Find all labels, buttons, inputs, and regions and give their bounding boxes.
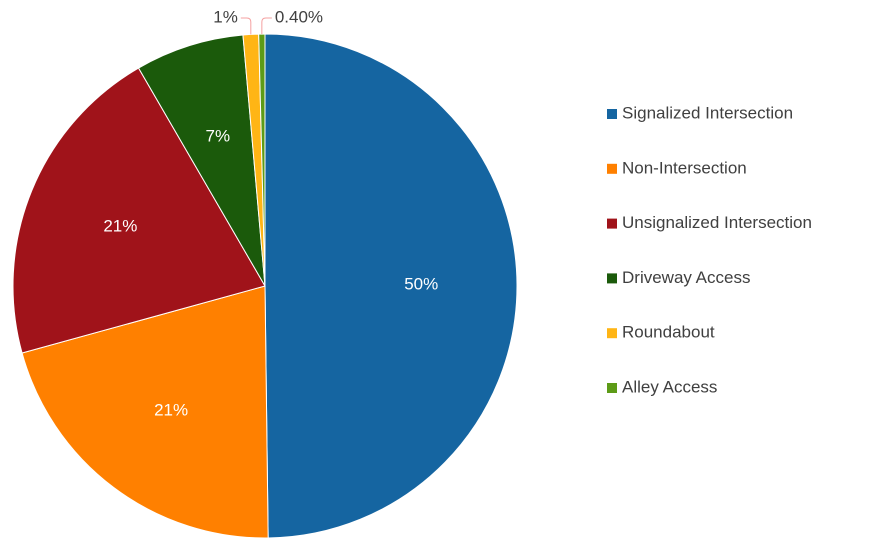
pie-slice	[12, 67, 266, 354]
legend-label: Roundabout	[622, 323, 715, 342]
legend-label: Signalized Intersection	[622, 103, 793, 122]
data-label: 0.40%	[275, 7, 323, 26]
data-label: 21%	[154, 400, 188, 419]
data-label: 7%	[206, 127, 231, 146]
legend-swatch	[607, 328, 617, 339]
legend-label: Non-Intersection	[622, 158, 747, 177]
data-label: 50%	[404, 275, 438, 294]
legend-swatch	[607, 273, 617, 284]
leader-line	[240, 17, 252, 35]
legend-label: Driveway Access	[622, 268, 750, 287]
data-label: 1%	[213, 7, 238, 26]
leader-line	[261, 17, 272, 35]
pie-slice	[258, 33, 266, 287]
legend-swatch	[607, 109, 617, 119]
legend-swatch	[607, 218, 617, 229]
legend-label: Alley Access	[622, 377, 717, 396]
legend-label: Unsignalized Intersection	[622, 213, 812, 232]
pie-slice	[21, 285, 269, 538]
data-label: 21%	[103, 216, 137, 235]
legend-swatch	[607, 383, 617, 393]
pie-slice	[264, 33, 518, 538]
pie-slice	[137, 34, 266, 287]
legend-swatch	[607, 163, 617, 174]
